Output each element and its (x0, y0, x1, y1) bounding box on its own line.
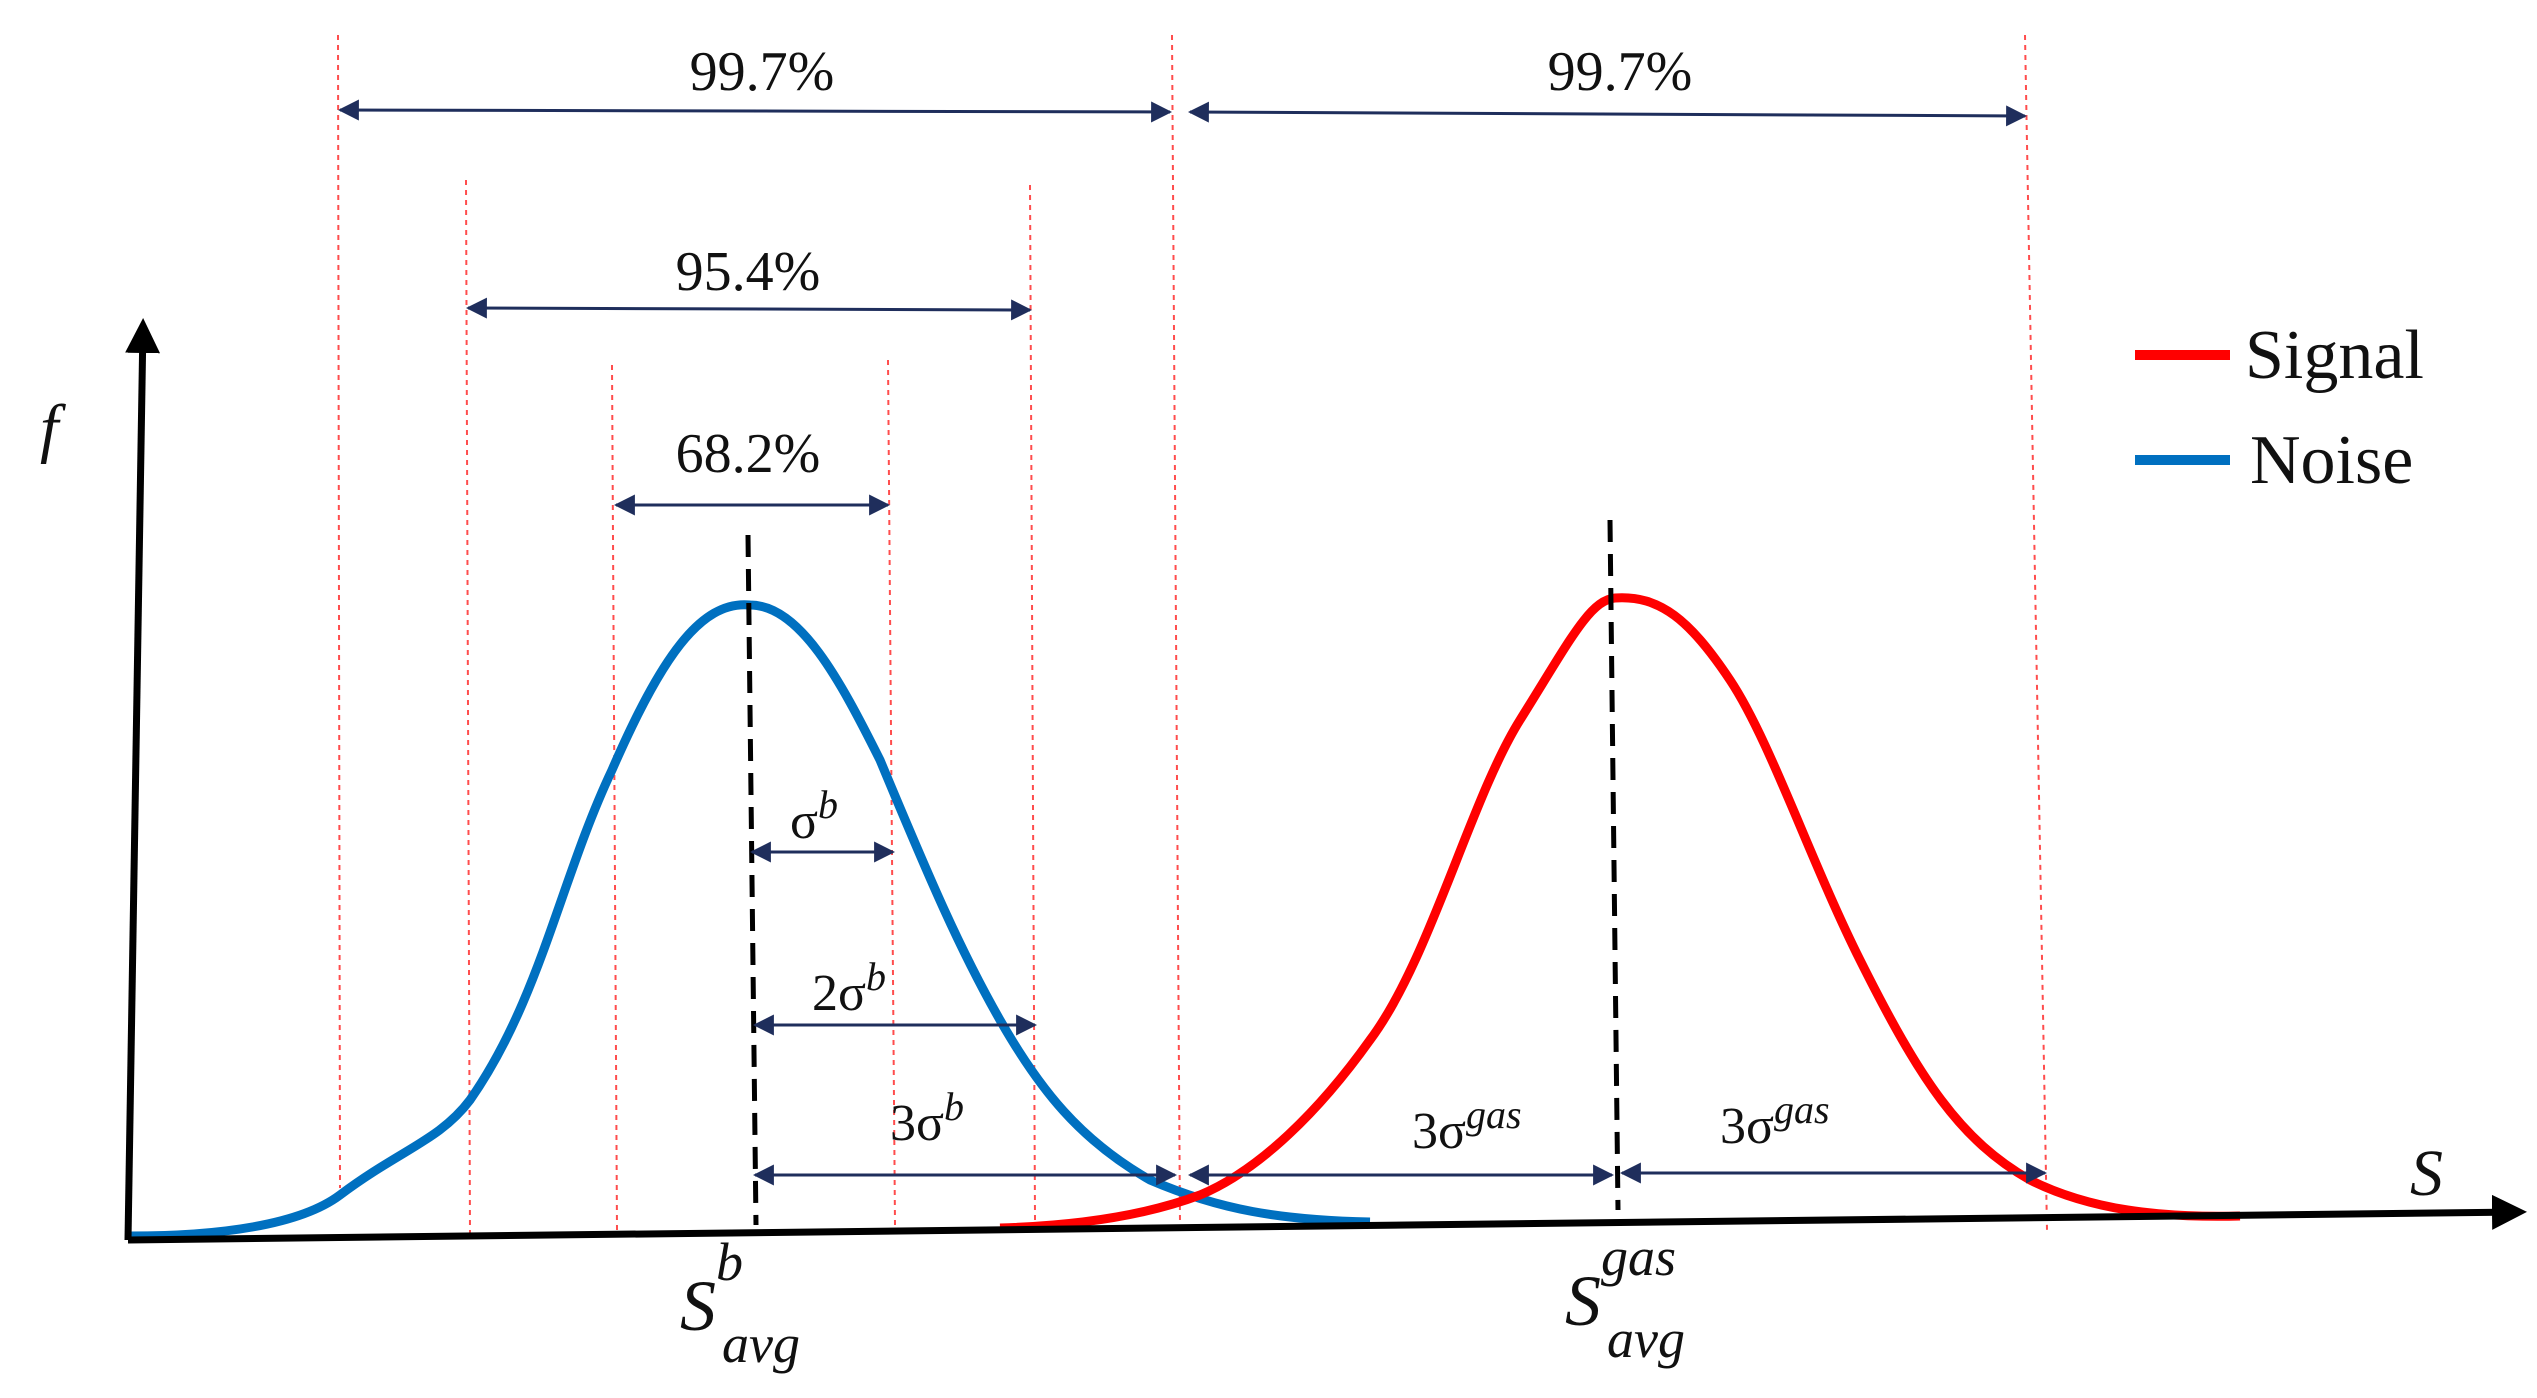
noise-mean-line (745, 534, 759, 1226)
x-axis (127, 1194, 2527, 1244)
arrow-noise-997 (337, 99, 1173, 123)
guide-signal-plus3sigma (2024, 34, 2048, 1231)
signal-curve (999, 593, 2241, 1233)
guide-noise-plus2sigma (1029, 184, 1036, 1221)
legend-noise-label: Noise (2250, 422, 2413, 499)
signal-mean-line (1607, 519, 1621, 1211)
label-three-sigma-b: 3σb (890, 1084, 964, 1152)
guide-noise-minus1sigma (611, 364, 618, 1231)
label-three-sigma-gas-left: 3σgas (1412, 1092, 1522, 1160)
label-two-sigma-b: 2σb (812, 954, 886, 1022)
noise-mean-label: Sb avg (680, 1232, 800, 1374)
legend: Signal Noise (2135, 317, 2424, 499)
guide-noise-minus3sigma (337, 34, 341, 1189)
label-noise-997: 99.7% (690, 41, 835, 103)
y-axis-label: f (40, 392, 66, 465)
label-one-sigma-b: σb (790, 782, 838, 850)
label-signal-997: 99.7% (1548, 41, 1693, 103)
label-noise-954: 95.4% (676, 241, 821, 303)
label-noise-682: 68.2% (676, 423, 821, 485)
y-axis (124, 318, 161, 1241)
x-axis-label: S (2410, 1137, 2443, 1210)
arrow-signal-997 (1187, 101, 2028, 127)
label-three-sigma-gas-right: 3σgas (1720, 1087, 1830, 1155)
guide-center-boundary (1171, 34, 1181, 1226)
sigma-guide-lines (337, 34, 2048, 1236)
guide-noise-minus2sigma (465, 179, 471, 1236)
arrow-noise-954 (465, 297, 1033, 321)
legend-signal-label: Signal (2245, 317, 2424, 394)
signal-mean-label: Sgas avg (1565, 1227, 1685, 1369)
interval-arrows (337, 99, 2048, 1186)
